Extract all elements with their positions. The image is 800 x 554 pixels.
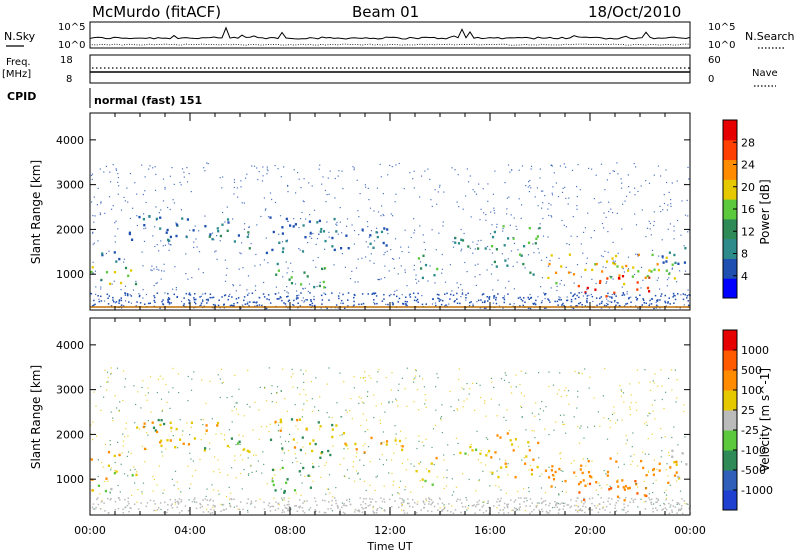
- colorbar-segment: [723, 430, 737, 451]
- date-title: 18/Oct/2010: [588, 3, 681, 21]
- power-y-axis: 4000 3000 2000 1000: [56, 134, 690, 281]
- colorbar-frame: [722, 329, 738, 511]
- nsearch-tick-bottom: 10^0: [708, 40, 735, 51]
- colorbar-tick-label: 4: [741, 270, 748, 283]
- colorbar-tick-label: -1000: [741, 484, 773, 497]
- x-tick-label: 04:00: [174, 524, 206, 537]
- velocity-colorbar: 1000 500 100 25 -25 -100 -500 -1000: [722, 329, 773, 511]
- nsky-label: N.Sky: [4, 30, 36, 43]
- colorbar-tick-label: 8: [741, 248, 748, 261]
- nsky-panel-frame: [89, 21, 691, 49]
- colorbar-segment: [723, 330, 737, 351]
- x-tick-label: 12:00: [374, 524, 406, 537]
- colorbar-segment: [723, 179, 737, 200]
- beam-title: Beam 01: [352, 3, 419, 21]
- nave-tick-bottom: 0: [708, 74, 714, 85]
- nave-label: Nave: [752, 68, 778, 79]
- y-tick-label: 3000: [56, 384, 84, 397]
- y-tick-label: 4000: [56, 134, 84, 147]
- nsky-trace: [89, 26, 691, 46]
- colorbar-segment: [723, 370, 737, 391]
- freq-tick-bottom: 8: [66, 74, 72, 85]
- y-tick-label: 1000: [56, 268, 84, 281]
- colorbar-segment: [723, 470, 737, 491]
- nsearch-label: N.Search: [745, 30, 795, 43]
- y-tick-label: 4000: [56, 339, 84, 352]
- colorbar-segment: [723, 139, 737, 161]
- y-tick-label: 1000: [56, 473, 84, 486]
- colorbar-segment: [723, 120, 737, 141]
- freq-tick-top: 18: [60, 55, 73, 66]
- velocity-ylabel: Slant Range [km]: [29, 365, 43, 469]
- nsky-tick-top: 10^5: [58, 22, 85, 33]
- colorbar-tick-label: 100: [741, 384, 762, 397]
- colorbar-segment: [723, 199, 737, 220]
- freq-panel-frame: [89, 54, 691, 84]
- x-tick-label: 20:00: [574, 524, 606, 537]
- power-ylabel: Slant Range [km]: [29, 160, 43, 264]
- colorbar-tick-label: 24: [741, 159, 755, 172]
- x-tick-label: 00:00: [74, 524, 106, 537]
- colorbar-tick-label: 16: [741, 203, 755, 216]
- nave-tick-top: 60: [708, 55, 721, 66]
- y-tick-label: 3000: [56, 179, 84, 192]
- x-tick-label: 00:00: [674, 524, 706, 537]
- nsky-line: [89, 26, 691, 40]
- colorbar-tick-label: 20: [741, 181, 755, 194]
- x-tick-label: 16:00: [474, 524, 506, 537]
- cpid-label: CPID: [7, 90, 36, 103]
- velocity-x-axis: 00:00 04:00 08:00 12:00 16:00 20:00 00:00: [74, 318, 706, 537]
- x-tick-label: 08:00: [274, 524, 306, 537]
- colorbar-segment: [723, 159, 737, 180]
- colorbar-tick-label: -100: [741, 444, 766, 457]
- cpid-value: normal (fast) 151: [94, 94, 202, 107]
- colorbar-tick-label: 500: [741, 364, 762, 377]
- colorbar-segment: [723, 218, 737, 240]
- colorbar-segment: [723, 350, 737, 371]
- nsearch-tick-top: 10^5: [708, 22, 735, 33]
- colorbar-tick-label: -25: [741, 424, 759, 437]
- colorbar-tick-label: -500: [741, 464, 766, 477]
- freq-label: Freq.: [6, 57, 31, 68]
- xaxis-label: Time UT: [366, 540, 412, 553]
- colorbar-segment: [723, 410, 737, 431]
- nsearch-line: [89, 43, 691, 46]
- power-heatmap: [90, 162, 691, 310]
- freq-unit: [MHz]: [2, 69, 31, 80]
- colorbar-segment: [723, 258, 737, 279]
- velocity-colorbar-label: Velocity [m s^-1]: [758, 368, 772, 472]
- power-colorbar: 28 24 20 16 12 8 4: [722, 119, 755, 299]
- colorbar-tick-label: 12: [741, 225, 755, 238]
- colorbar-segment: [723, 450, 737, 471]
- colorbar-segment: [723, 278, 737, 299]
- colorbar-tick-label: 25: [741, 404, 755, 417]
- power-colorbar-label: Power [dB]: [758, 179, 772, 244]
- station-title: McMurdo (fitACF): [92, 3, 221, 21]
- colorbar-tick-label: 1000: [741, 344, 769, 357]
- y-tick-label: 2000: [56, 428, 84, 441]
- colorbar-segment: [723, 390, 737, 411]
- nsky-tick-bottom: 10^0: [58, 40, 85, 51]
- power-x-ticks: [89, 113, 691, 310]
- colorbar-segment: [723, 238, 737, 259]
- colorbar-segment: [723, 490, 737, 511]
- velocity-y-axis: 4000 3000 2000 1000: [56, 339, 690, 486]
- y-tick-label: 2000: [56, 223, 84, 236]
- colorbar-tick-label: 28: [741, 136, 755, 149]
- velocity-heatmap: [90, 367, 692, 515]
